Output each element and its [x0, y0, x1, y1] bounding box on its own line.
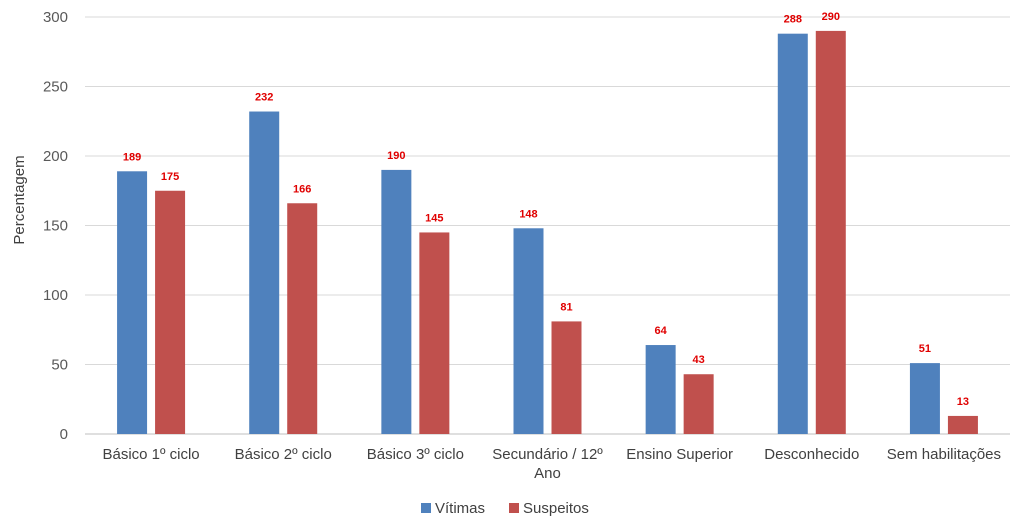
data-label: 51	[919, 343, 931, 355]
data-label: 81	[560, 301, 572, 313]
bar-vítimas-4	[645, 345, 676, 434]
data-label: 288	[784, 14, 802, 26]
bars	[117, 30, 978, 435]
bar-suspeitos-3	[551, 321, 582, 434]
bar-vítimas-0	[117, 171, 148, 435]
data-label: 64	[655, 325, 668, 337]
category-label: Secundário / 12º Ano	[492, 446, 603, 482]
x-axis-categories: Básico 1º ciclo Básico 2º ciclo Básico 3º …	[102, 446, 1001, 482]
bar-suspeitos-0	[155, 190, 186, 434]
bar-suspeitos-4	[683, 374, 714, 434]
category-label: Desconhecido	[764, 446, 859, 463]
category-label: Sem habilitações	[887, 446, 1001, 463]
data-label: 43	[693, 354, 705, 366]
y-tick-label: 50	[51, 357, 68, 374]
data-label: 145	[425, 212, 443, 224]
category-label: Básico 2º ciclo	[235, 446, 332, 463]
bar-vítimas-2	[381, 169, 412, 434]
y-tick-label: 150	[43, 218, 68, 235]
data-label: 190	[387, 150, 405, 162]
y-tick-label: 300	[43, 9, 68, 26]
bar-suspeitos-5	[815, 30, 846, 435]
legend-swatch-vítimas	[421, 503, 431, 513]
y-axis-ticks: 0 50 100 150 200 250 300	[43, 9, 68, 443]
legend: Vítimas Suspeitos	[421, 500, 589, 517]
bar-suspeitos-1	[287, 203, 318, 434]
category-label: Básico 1º ciclo	[102, 446, 199, 463]
category-label: Ensino Superior	[626, 446, 733, 463]
y-tick-label: 250	[43, 79, 68, 96]
bar-vítimas-5	[777, 33, 808, 435]
category-label: Básico 3º ciclo	[367, 446, 464, 463]
legend-label-suspeitos: Suspeitos	[523, 500, 589, 517]
bar-suspeitos-6	[947, 415, 978, 434]
y-tick-label: 200	[43, 148, 68, 165]
data-label: 175	[161, 171, 179, 183]
data-label: 148	[519, 208, 537, 220]
legend-label-vítimas: Vítimas	[435, 500, 485, 517]
data-label: 232	[255, 92, 273, 104]
bar-vítimas-6	[909, 363, 940, 434]
data-label: 189	[123, 151, 141, 163]
gridlines	[85, 16, 1010, 435]
data-label: 290	[822, 11, 840, 23]
legend-swatch-suspeitos	[509, 503, 519, 513]
bar-suspeitos-2	[419, 232, 450, 434]
y-axis-title: Percentagem	[11, 155, 28, 244]
bar-vítimas-1	[249, 111, 280, 435]
y-tick-label: 0	[60, 426, 68, 443]
data-label: 13	[957, 396, 969, 408]
bar-vítimas-3	[513, 228, 544, 434]
data-labels: 189 175 232 166 190 145 148 81 64 43 288 290 51 13	[123, 11, 969, 408]
data-label: 166	[293, 183, 311, 195]
y-tick-label: 100	[43, 287, 68, 304]
